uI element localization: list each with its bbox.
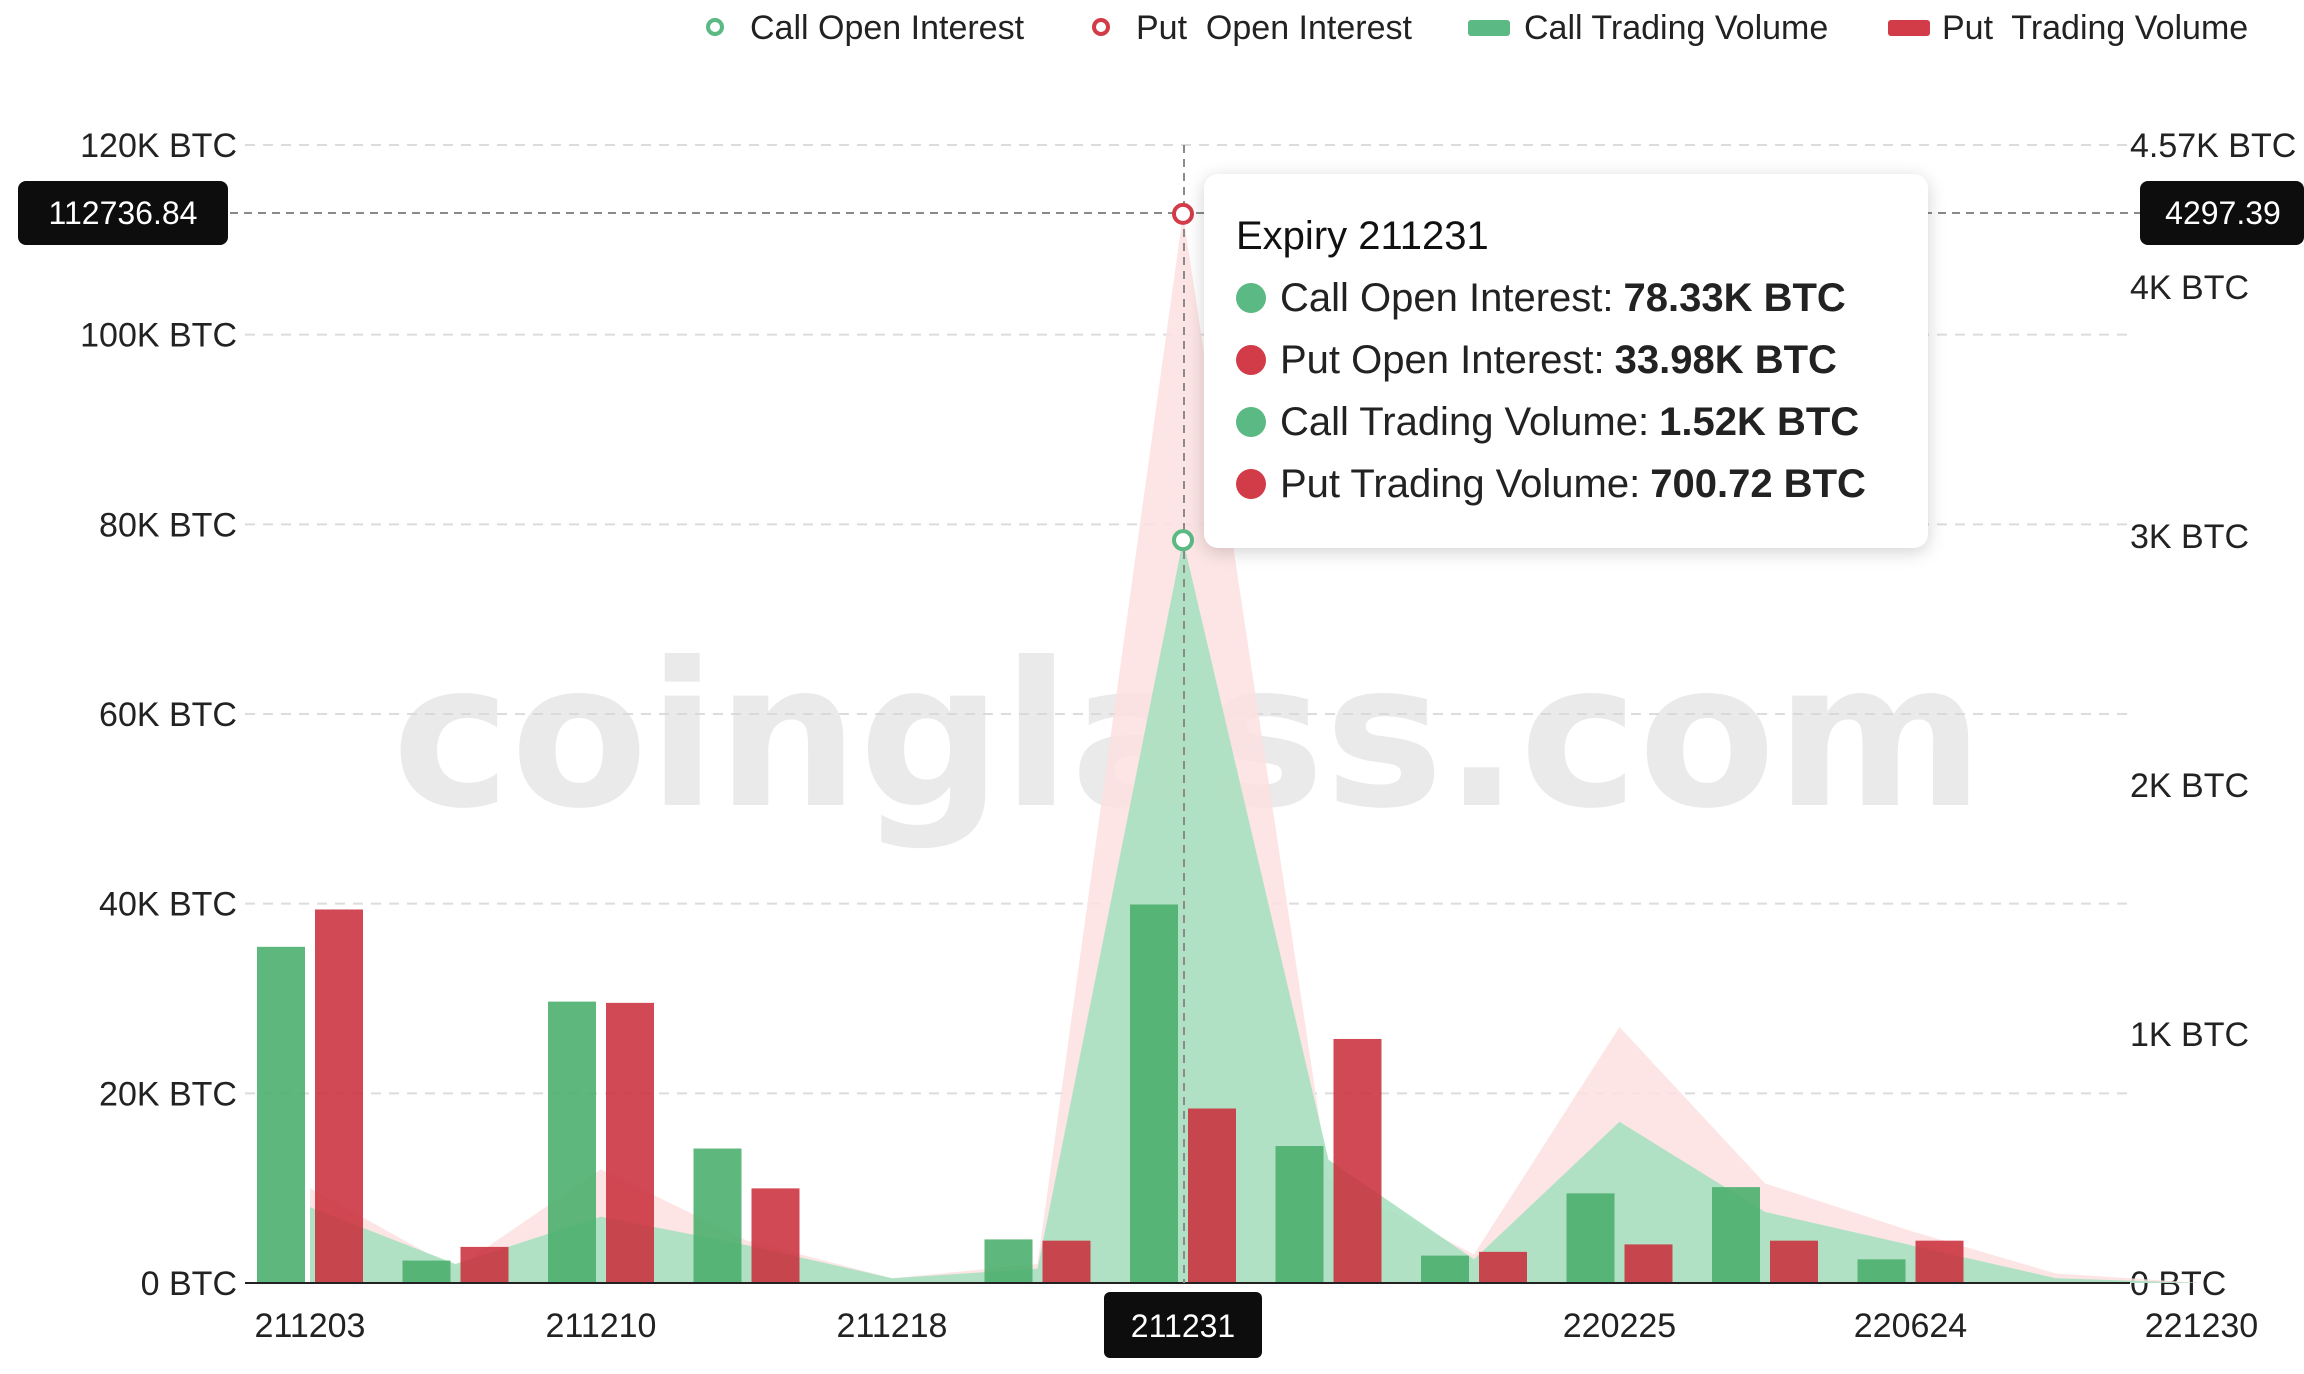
tooltip-value: 1.52K BTC [1659,400,1860,444]
tooltip-row-call-volume: Call Trading Volume: 1.52K BTC [1236,400,1928,444]
y-left-tick-label: 80K BTC [99,506,237,544]
put-volume-bar[interactable] [1333,1038,1382,1283]
y-left-tick-label: 40K BTC [99,886,237,924]
crosshair-x-value: 211231 [1131,1308,1235,1344]
tooltip-row-call-oi: Call Open Interest: 78.33K BTC [1236,276,1928,320]
call-volume-bar[interactable] [1566,1193,1615,1283]
tooltip-row-put-oi: Put Open Interest: 33.98K BTC [1236,338,1928,382]
call-volume-bar[interactable] [1275,1146,1324,1283]
y-axis-right: 0 BTC 1K BTC 2K BTC 3K BTC 4K BTC 4.57K BTC [2130,127,2296,1303]
crosshair-left-value: 112736.84 [49,195,198,231]
y-right-tick-label: 2K BTC [2130,767,2249,805]
call-volume-bar[interactable] [402,1260,451,1283]
tooltip-row-put-volume: Put Trading Volume: 700.72 BTC [1236,462,1928,506]
y-right-tick-label: 1K BTC [2130,1016,2249,1054]
crosshair-right-pill [2140,181,2304,245]
y-left-tick-label: 60K BTC [99,696,237,734]
y-left-tick-label: 20K BTC [99,1075,237,1113]
crosshair-left-pill [18,181,228,245]
legend-label-put-oi: Put Open Interest [1136,9,1412,47]
legend-item-call-volume[interactable]: Call Trading Volume [1468,9,1828,47]
hover-markers [1172,202,1194,552]
tooltip-title: Expiry 211231 [1236,214,1489,258]
crosshair-x-pill [1104,1292,1262,1358]
call-volume-bar[interactable] [1857,1259,1906,1283]
put-volume-bar[interactable] [1770,1240,1818,1283]
x-tick-label: 211203 [255,1307,366,1345]
put-volume-bar[interactable] [1624,1244,1673,1283]
tooltip-label: Put Trading Volume: [1280,462,1641,506]
tooltip-value: 78.33K BTC [1623,276,1846,320]
y-right-tick-label: 3K BTC [2130,518,2249,556]
x-tick-label: 220225 [1563,1307,1676,1345]
put-volume-bar[interactable] [1479,1251,1527,1283]
put-volume-bar[interactable] [460,1246,509,1283]
legend-label-call-oi: Call Open Interest [750,9,1025,47]
legend: Call Open Interest Put Open Interest Cal… [706,9,2248,47]
x-axis: 211203 211210 211218 220225 220624 221230 [255,1307,2259,1345]
put-volume-bar[interactable] [751,1188,800,1283]
y-left-tick-label: 100K BTC [80,317,237,355]
tooltip-dot-put [1236,469,1266,499]
put-volume-bar[interactable] [1188,1108,1236,1283]
legend-marker-call-volume [1468,20,1510,36]
y-axis-left: 0 BTC 20K BTC 40K BTC 60K BTC 80K BTC 100K BT… [80,127,237,1303]
tooltip-label: Call Open Interest: [1280,276,1614,320]
x-tick-label: 211210 [546,1307,657,1345]
y-right-tick-label: 0 BTC [2130,1265,2226,1303]
call-volume-bar[interactable] [693,1148,742,1283]
call-volume-bar[interactable] [984,1239,1033,1283]
put-volume-bar[interactable] [1042,1240,1091,1283]
legend-item-put-volume[interactable]: Put Trading Volume [1888,9,2248,47]
call-volume-bar[interactable] [548,1001,596,1283]
call-oi-marker [1172,529,1194,552]
oi-areas [310,213,2202,1283]
volume-bars [257,904,1964,1283]
call-volume-bar[interactable] [257,946,305,1283]
put-oi-marker [1172,202,1194,225]
tooltip-value: 33.98K BTC [1614,338,1837,382]
tooltip-value: 700.72 BTC [1650,462,1866,506]
call-volume-bar[interactable] [1421,1255,1469,1283]
legend-label-put-volume: Put Trading Volume [1942,9,2248,47]
tooltip-dot-call [1236,283,1266,313]
y-left-tick-label: 0 BTC [141,1265,237,1303]
tooltip-dot-call [1236,407,1266,437]
y-left-tick-label: 120K BTC [80,127,237,165]
y-right-tick-label: 4.57K BTC [2130,127,2296,165]
call-oi-area [310,540,2202,1283]
put-oi-area [310,213,2202,1283]
x-tick-label: 221230 [2145,1307,2258,1345]
y-right-tick-label: 4K BTC [2130,269,2249,307]
tooltip-label: Call Trading Volume: [1280,400,1650,444]
call-volume-bar[interactable] [1130,904,1178,1283]
x-tick-label: 220624 [1854,1307,1967,1345]
tooltip-dot-put [1236,345,1266,375]
legend-item-put-oi[interactable]: Put Open Interest [1092,9,1412,47]
call-volume-bar[interactable] [1712,1187,1760,1283]
legend-marker-put-volume [1888,20,1930,36]
put-volume-bar[interactable] [315,909,363,1283]
tooltip-label: Put Open Interest: [1280,338,1605,382]
legend-marker-call-oi [706,18,724,36]
tooltip: Expiry 211231 Call Open Interest: 78.33K… [1204,174,1928,548]
legend-item-call-oi[interactable]: Call Open Interest [706,9,1025,47]
put-volume-bar[interactable] [606,1002,654,1283]
legend-label-call-volume: Call Trading Volume [1524,9,1828,47]
x-tick-label: 211218 [837,1307,948,1345]
crosshair-right-value: 4297.39 [2165,195,2281,231]
put-volume-bar[interactable] [1915,1240,1964,1283]
legend-marker-put-oi [1092,18,1110,36]
